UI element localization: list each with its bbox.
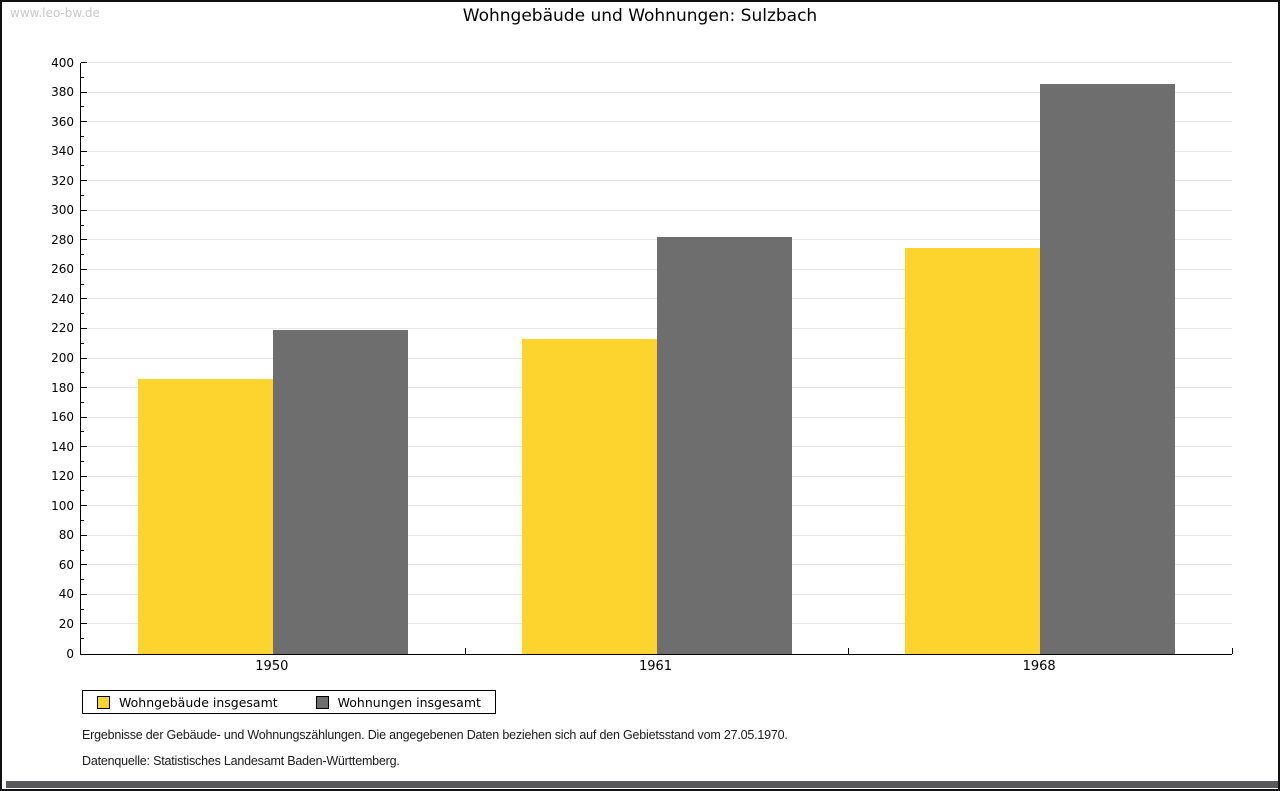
y-tick-label-280: 280 <box>51 232 74 247</box>
y-minor-tick-290 <box>81 224 84 226</box>
y-major-tick-300 <box>81 209 87 211</box>
y-minor-tick-170 <box>81 401 84 403</box>
x-category-label-1961: 1961 <box>638 659 673 674</box>
y-major-tick-20 <box>81 623 87 625</box>
y-minor-tick-270 <box>81 254 84 256</box>
y-major-tick-380 <box>81 91 87 93</box>
y-tick-label-340: 340 <box>51 144 74 159</box>
gridline-y-360 <box>81 121 1232 123</box>
y-tick-label-20: 20 <box>58 616 74 631</box>
y-tick-label-180: 180 <box>51 380 74 395</box>
y-minor-tick-150 <box>81 431 84 433</box>
chart-title: Wohngebäude und Wohnungen: Sulzbach <box>462 6 818 26</box>
y-major-tick-200 <box>81 357 87 359</box>
x-tick-1 <box>464 648 466 654</box>
y-major-tick-240 <box>81 298 87 300</box>
y-tick-label-380: 380 <box>51 85 74 100</box>
gridline-y-340 <box>81 150 1232 152</box>
y-minor-tick-310 <box>81 194 84 196</box>
y-tick-label-400: 400 <box>51 55 74 70</box>
footer-source: Datenquelle: Statistisches Landesamt Bad… <box>82 754 400 768</box>
y-tick-label-360: 360 <box>51 114 74 129</box>
y-minor-tick-250 <box>81 283 84 285</box>
y-tick-label-80: 80 <box>58 528 74 543</box>
legend-label-wohngebaeude: Wohngebäude insgesamt <box>119 694 278 710</box>
y-major-tick-40 <box>81 593 87 595</box>
y-tick-label-260: 260 <box>51 262 74 277</box>
y-major-tick-320 <box>81 180 87 182</box>
y-major-tick-160 <box>81 416 87 418</box>
y-major-tick-220 <box>81 327 87 329</box>
y-minor-tick-10 <box>81 638 84 640</box>
bar-1950-wohnungen <box>272 330 408 654</box>
y-minor-tick-110 <box>81 490 84 492</box>
y-minor-tick-130 <box>81 460 84 462</box>
y-major-tick-60 <box>81 564 87 566</box>
legend-item-wohnungen: Wohnungen insgesamt <box>315 694 481 710</box>
y-minor-tick-370 <box>81 106 84 108</box>
legend-label-wohnungen: Wohnungen insgesamt <box>337 694 481 710</box>
x-tick-3 <box>1232 648 1233 654</box>
y-major-tick-180 <box>81 387 87 389</box>
legend-swatch-wohnungen <box>315 695 329 709</box>
y-major-tick-120 <box>81 475 87 477</box>
legend-item-wohngebaeude: Wohngebäude insgesamt <box>97 695 278 710</box>
y-tick-label-320: 320 <box>51 173 74 188</box>
y-major-tick-140 <box>81 446 87 448</box>
y-tick-label-0: 0 <box>66 646 74 661</box>
y-tick-label-120: 120 <box>51 469 74 484</box>
watermark-text: www.leo-bw.de <box>10 6 100 20</box>
y-minor-tick-390 <box>81 76 84 78</box>
legend-swatch-wohngebaeude <box>97 695 110 709</box>
gridline-y-300 <box>81 209 1232 211</box>
gridline-y-320 <box>81 180 1232 182</box>
y-major-tick-280 <box>81 239 87 241</box>
y-minor-tick-230 <box>81 313 84 315</box>
y-major-tick-340 <box>81 150 87 152</box>
y-tick-label-240: 240 <box>51 291 74 306</box>
y-tick-label-200: 200 <box>51 351 74 365</box>
y-minor-tick-330 <box>81 165 84 167</box>
y-tick-label-40: 40 <box>58 587 74 602</box>
y-tick-label-100: 100 <box>51 498 74 513</box>
y-tick-label-60: 60 <box>58 557 74 572</box>
y-minor-tick-70 <box>81 549 84 551</box>
y-axis-title: Anzahl <box>0 27 4 68</box>
x-tick-2 <box>848 648 850 654</box>
y-minor-tick-50 <box>81 579 84 581</box>
x-category-label-1968: 1968 <box>1022 659 1056 674</box>
y-tick-label-300: 300 <box>51 203 74 218</box>
y-minor-tick-30 <box>81 608 84 610</box>
bar-1961-wohngebaeude <box>521 339 657 654</box>
y-tick-label-220: 220 <box>51 321 74 336</box>
bar-1968-wohnungen <box>1040 83 1176 654</box>
bar-1961-wohnungen <box>656 237 792 654</box>
y-tick-label-140: 140 <box>51 439 74 454</box>
x-category-label-1950: 1950 <box>255 659 289 674</box>
chart-legend: Wohngebäude insgesamt Wohnungen insgesam… <box>82 690 496 714</box>
y-major-tick-360 <box>81 121 87 123</box>
footer-note: Ergebnisse der Gebäude- und Wohnungszähl… <box>82 728 788 742</box>
y-major-tick-80 <box>81 534 87 536</box>
bar-1968-wohngebaeude <box>905 247 1041 654</box>
y-tick-label-160: 160 <box>51 410 74 425</box>
y-major-tick-260 <box>81 268 87 270</box>
gridline-y-400 <box>81 62 1232 63</box>
y-major-tick-100 <box>81 505 87 507</box>
bar-1950-wohngebaeude <box>137 379 273 654</box>
y-major-tick-400 <box>81 62 87 63</box>
y-minor-tick-350 <box>81 135 84 137</box>
y-minor-tick-210 <box>81 342 84 344</box>
gridline-y-380 <box>81 91 1232 93</box>
window-bottom-bar <box>6 781 1278 788</box>
y-minor-tick-90 <box>81 520 84 522</box>
y-minor-tick-190 <box>81 372 84 374</box>
plot-area <box>80 62 1233 655</box>
